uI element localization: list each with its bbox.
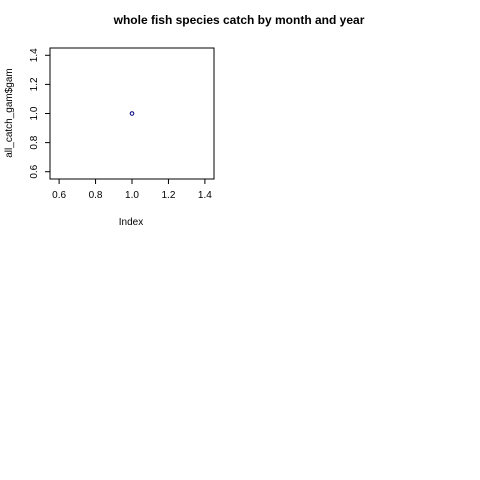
data-points — [129, 111, 135, 116]
y-tick-label: 0.6 — [29, 164, 40, 178]
x-tick-label: 0.6 — [52, 190, 66, 201]
y-tick-label: 1.0 — [29, 106, 40, 120]
y-axis: 0.6 0.8 1.0 1.2 1.4 — [29, 48, 51, 179]
x-tick-label: 0.8 — [89, 190, 103, 201]
data-point — [129, 111, 135, 116]
x-axis-label: Index — [119, 217, 143, 228]
y-tick-label: 1.4 — [29, 48, 40, 62]
y-axis-label: all_catch_gam$gam — [4, 68, 15, 158]
chart-title: whole fish species catch by month and ye… — [113, 13, 365, 27]
x-axis: 0.6 0.8 1.0 1.2 1.4 — [52, 178, 212, 201]
x-tick-label: 1.4 — [198, 190, 212, 201]
x-tick-label: 1.0 — [125, 190, 139, 201]
x-tick-label: 1.2 — [161, 190, 175, 201]
y-tick-label: 1.2 — [29, 77, 40, 91]
plot-frame — [49, 47, 215, 180]
y-tick-label: 0.8 — [29, 135, 40, 149]
